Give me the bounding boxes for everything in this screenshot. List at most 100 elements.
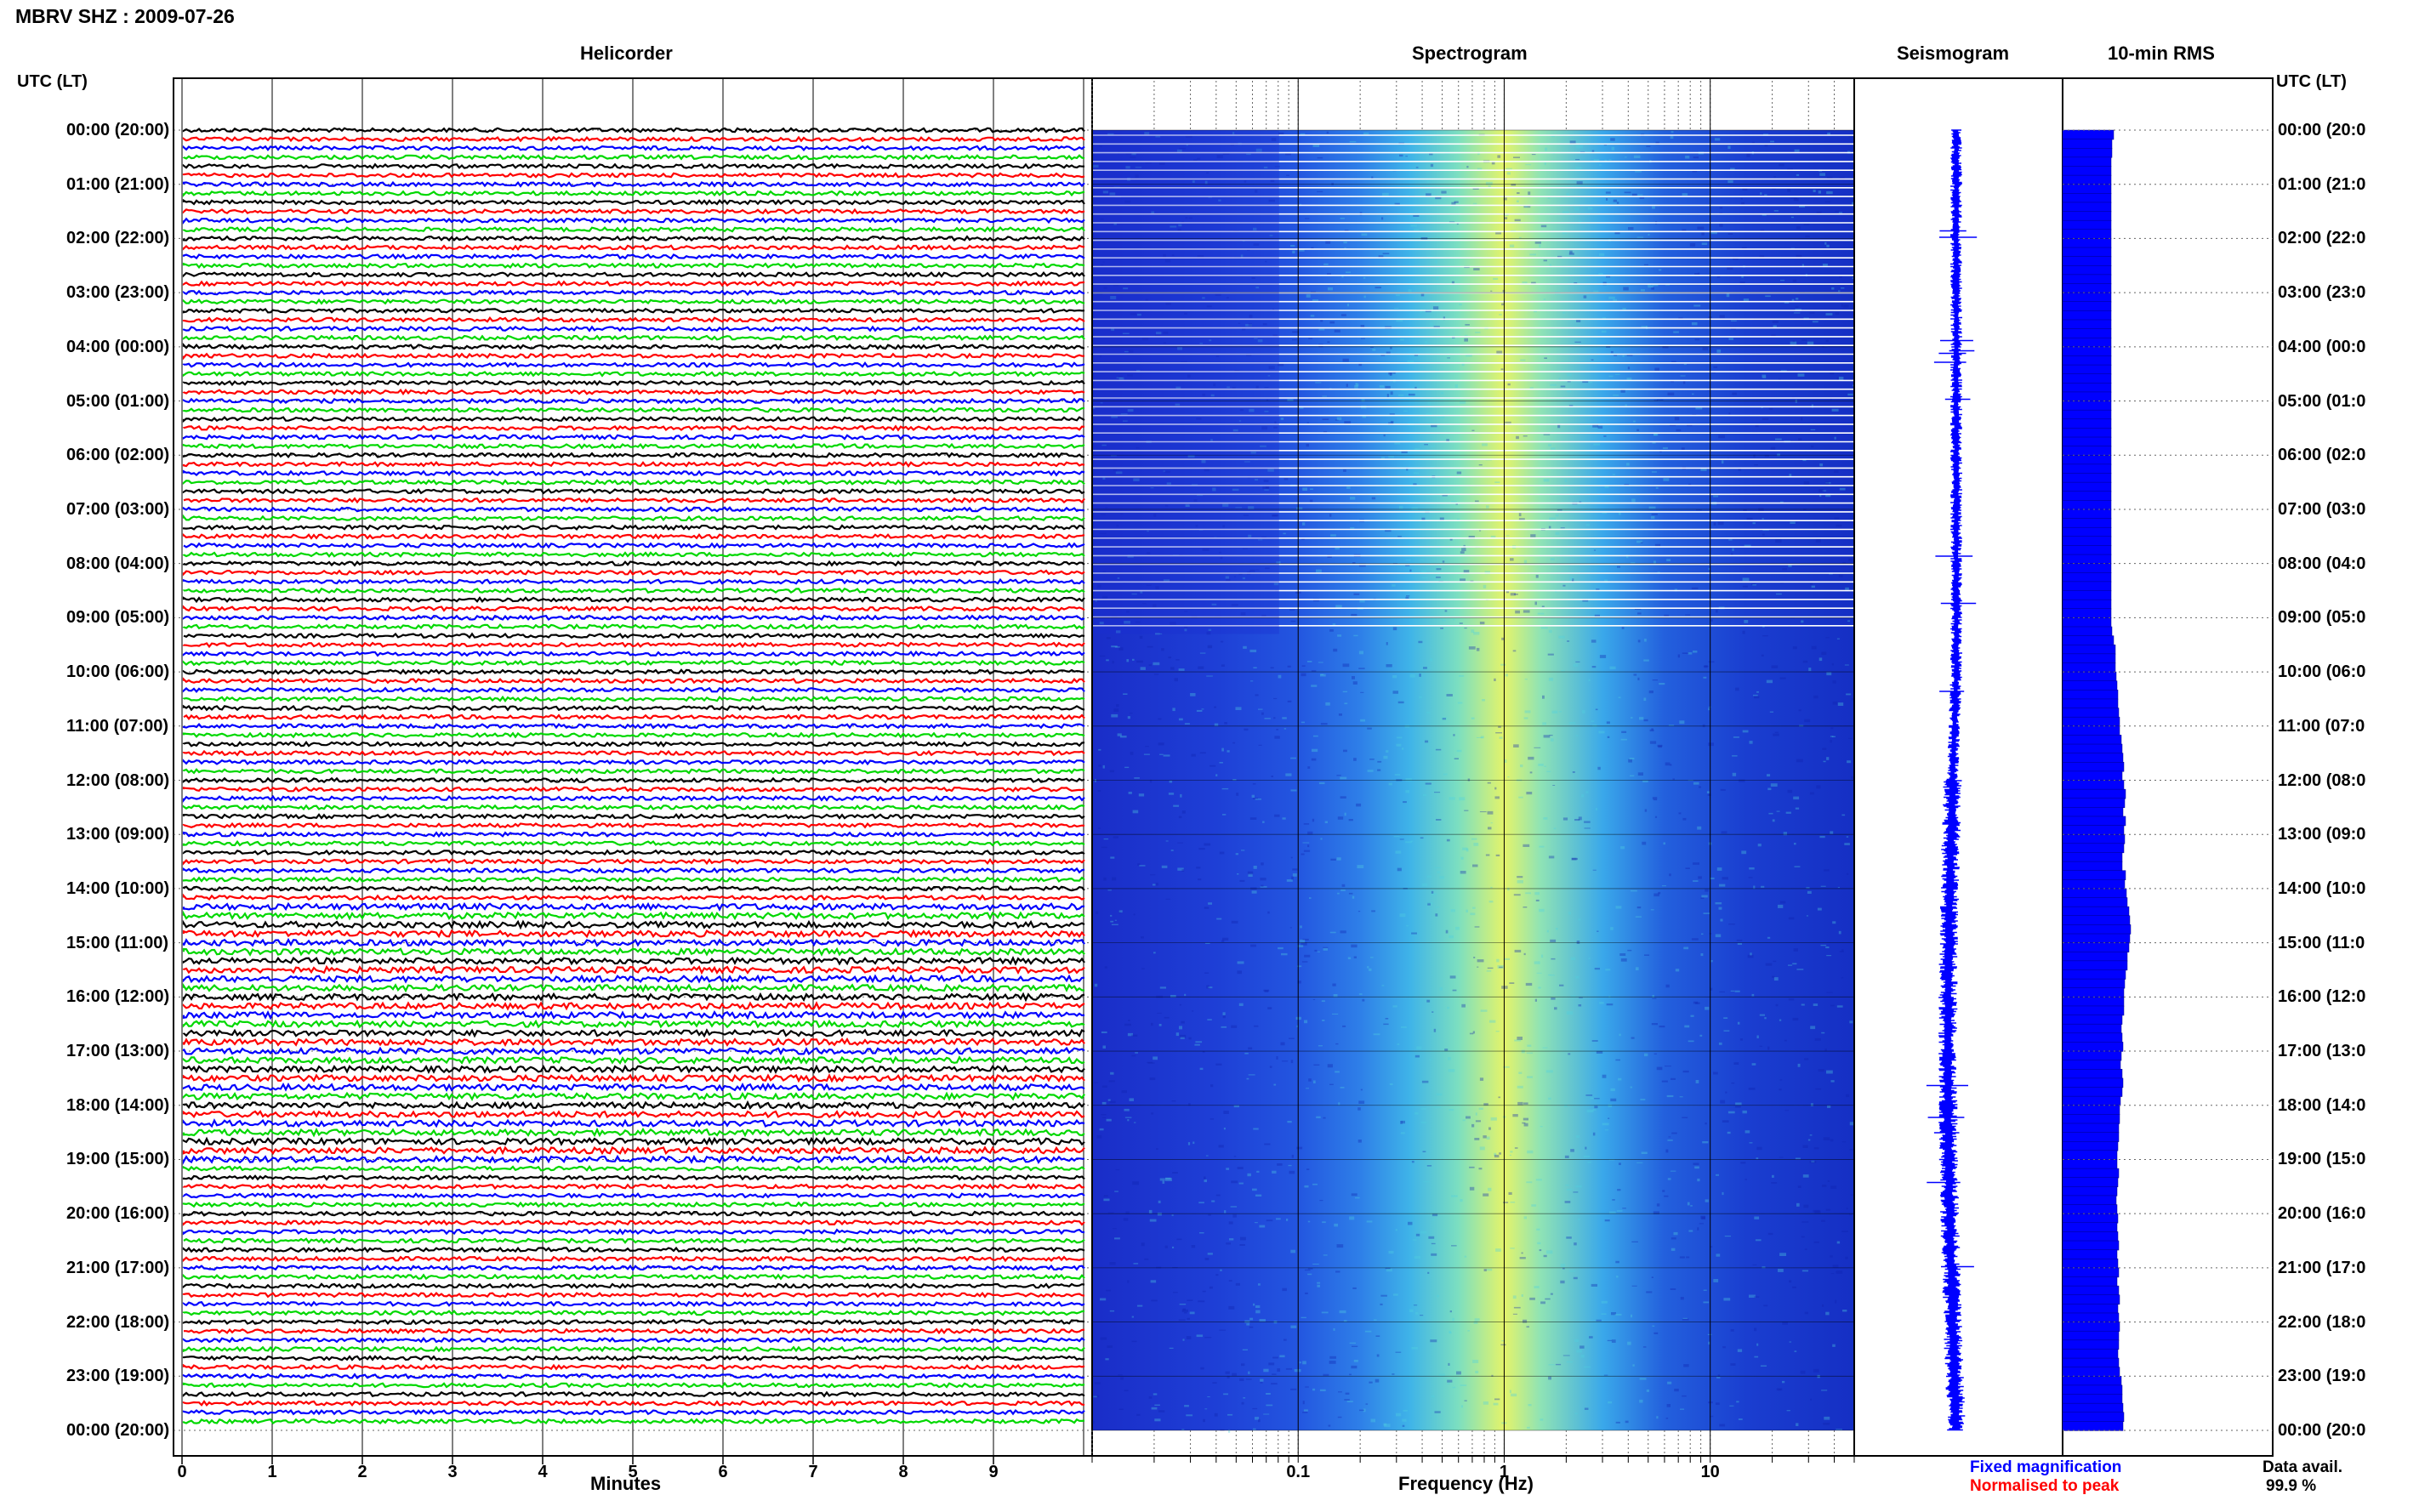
helicorder-trace (182, 946, 1085, 957)
spectrogram-speckle (1710, 877, 1715, 879)
spectrogram-speckle (1759, 255, 1765, 259)
spectrogram-speckle (1669, 873, 1671, 877)
spectrogram-speckle (1475, 332, 1481, 333)
spectrogram-speckle (1117, 577, 1120, 579)
spectrogram-speckle (1225, 576, 1229, 579)
helicorder-trace (182, 162, 1084, 170)
spectrogram-speckle (1408, 1221, 1413, 1225)
spectrogram-speckle (1386, 664, 1392, 668)
spectrogram-speckle (1554, 1007, 1557, 1010)
spectrogram-speckle (1562, 817, 1568, 821)
spectrogram-speckle (1592, 424, 1599, 428)
spectrogram-speckle (1320, 723, 1328, 725)
spectrogram-speckle (1699, 1034, 1703, 1037)
spectrogram-speckle (1258, 539, 1263, 541)
spectrogram-speckle (1773, 977, 1779, 981)
spectrogram-speckle (1312, 1080, 1316, 1083)
spectrogram-speckle (1553, 827, 1557, 830)
spectrogram-speckle (1155, 334, 1161, 338)
spectrogram-speckle (1831, 287, 1835, 290)
spectrogram-speckle (1115, 471, 1123, 475)
spectrogram-speckle (1490, 822, 1493, 824)
rms-bar (2062, 256, 2112, 266)
spectrogram-speckle (1127, 1119, 1130, 1122)
spectrogram-speckle (1262, 821, 1265, 823)
rms-bar (2062, 265, 2112, 276)
spectrogram-speckle (1637, 639, 1641, 643)
spectrogram-speckle (1457, 702, 1463, 704)
spectrogram-speckle (1559, 984, 1564, 986)
spectrogram-speckle (1304, 954, 1311, 958)
spectrogram-speckle (1224, 1210, 1227, 1214)
spectrogram-speckle (1479, 811, 1487, 813)
spectrogram-speckle (1667, 1381, 1672, 1384)
spectrogram-speckle (1575, 975, 1579, 979)
spectrogram-speckle (1310, 488, 1313, 490)
spectrogram-speckle (1794, 149, 1800, 152)
helicorder-trace (182, 831, 1085, 838)
spectrogram-speckle (1442, 718, 1446, 720)
spectrogram-speckle (1506, 172, 1511, 175)
spectrogram-speckle (1244, 1052, 1249, 1054)
spectrogram-speckle (1467, 1330, 1470, 1332)
spectrogram-speckle (1836, 1429, 1842, 1430)
spectrogram-speckle (1543, 817, 1548, 820)
spectrogram-speckle (1656, 1203, 1660, 1207)
helicorder-trace (182, 180, 1085, 188)
spectrogram-speckle (1733, 736, 1739, 738)
spectrogram-speckle (1793, 198, 1799, 202)
spectrogram-speckle (1110, 856, 1115, 859)
spectrogram-speckle (1802, 1174, 1809, 1178)
spectrogram-speckle (1803, 224, 1810, 225)
spectrogram-speckle (1240, 254, 1244, 258)
spectrogram-speckle (1341, 884, 1346, 887)
spectrogram-speckle (1438, 1373, 1445, 1377)
helicorder-trace (182, 695, 1085, 702)
spectrogram-speckle (1548, 1097, 1551, 1100)
spectrogram-speckle (1422, 794, 1427, 796)
spectrogram-speckle (1523, 1117, 1528, 1121)
spectrogram-speckle (1687, 423, 1693, 427)
rms-bar (2062, 328, 2112, 338)
spectrogram-speckle (1475, 1370, 1479, 1373)
time-label-right: 14:00 (10:0 (2278, 878, 2366, 898)
spectrogram-speckle (1659, 269, 1662, 271)
spectrogram-speckle (1101, 1117, 1107, 1118)
spectrogram-speckle (1838, 290, 1841, 293)
spectrogram-speckle (1737, 1021, 1740, 1025)
helicorder-trace (182, 532, 1085, 540)
helicorder-trace (182, 641, 1085, 649)
spectrogram-speckle (1259, 1225, 1266, 1228)
spectrogram-speckle (1290, 1060, 1294, 1064)
time-label-right: 12:00 (08:0 (2278, 770, 2366, 790)
rms-bar (2062, 184, 2112, 194)
spectrogram-speckle (1731, 553, 1733, 556)
spectrogram-speckle (1841, 1231, 1848, 1232)
spectrogram-speckle (1260, 1382, 1263, 1384)
spectrogram-speckle (1323, 1117, 1326, 1119)
spectrogram-speckle (1307, 766, 1311, 769)
spectrogram-speckle (1644, 639, 1647, 642)
spectrogram-speckle (1409, 674, 1415, 678)
spectrogram-speckle (1635, 967, 1639, 970)
spectrogram-speckle (1608, 1104, 1612, 1107)
spectrogram-speckle (1423, 667, 1427, 669)
helicorder-trace (182, 1091, 1085, 1101)
spectrogram-speckle (1608, 159, 1612, 161)
spectrogram-speckle (1267, 1007, 1272, 1009)
spectrogram-speckle (1301, 961, 1308, 963)
spectrogram-speckle (1479, 1146, 1485, 1151)
spectrogram-speckle (1185, 217, 1188, 219)
spectrogram-speckle (1354, 385, 1358, 389)
spectrogram-speckle (1762, 1266, 1766, 1269)
spectrogram-speckle (1817, 907, 1822, 911)
spectrogram-speckle (1574, 819, 1580, 821)
spectrogram-speckle (1523, 1102, 1528, 1105)
rms-bar (2062, 897, 2128, 907)
spectrogram-speckle (1593, 158, 1600, 162)
spectrogram-speckle (1662, 885, 1666, 887)
rms-bar (2062, 1357, 2120, 1368)
time-label-right: 00:00 (20:0 (2278, 121, 2366, 139)
spectrogram-speckle (1756, 1035, 1759, 1038)
spectrogram-speckle (1261, 712, 1264, 715)
